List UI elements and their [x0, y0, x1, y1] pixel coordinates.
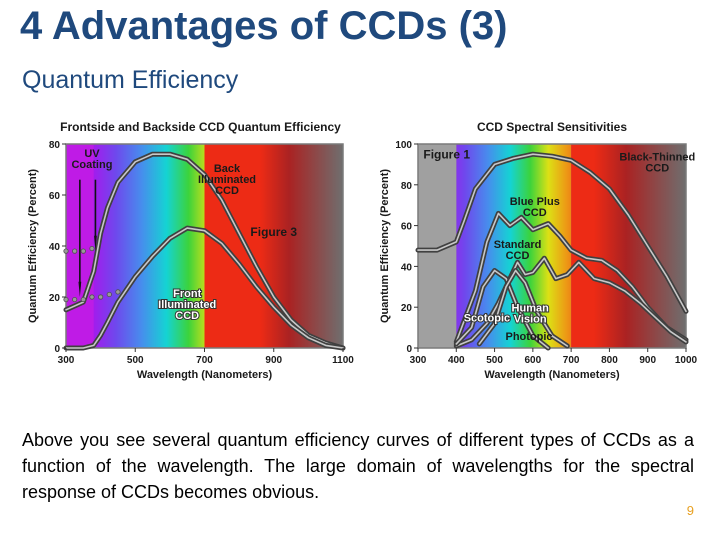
x-tick-label: 400 — [448, 355, 465, 366]
page-number: 9 — [686, 503, 694, 518]
blue-plus-label: Blue Plus — [510, 196, 560, 208]
x-tick-label: 900 — [265, 355, 282, 366]
y-tick-label: 20 — [401, 303, 413, 314]
uv-coating-point — [80, 248, 86, 254]
scotopic-label: Scotopic — [464, 312, 510, 324]
slide-title: 4 Advantages of CCDs (3) — [20, 4, 508, 48]
standard-ccd-label: Standard — [494, 239, 542, 251]
black-thinned-label: CCD — [645, 162, 669, 174]
uv-coating-point — [63, 296, 69, 303]
y-tick-label: 0 — [54, 344, 60, 355]
y-tick-label: 20 — [49, 293, 61, 304]
x-tick-label: 300 — [58, 355, 75, 366]
chart-title: Frontside and Backside CCD Quantum Effic… — [60, 120, 341, 134]
human-vision-label: Human — [512, 302, 550, 314]
slide-subtitle: Quantum Efficiency — [22, 66, 239, 94]
x-tick-label: 800 — [601, 355, 618, 366]
human-vision-label: Vision — [514, 313, 547, 325]
uv-coating-point — [98, 294, 104, 300]
figure-label: Figure 3 — [250, 225, 297, 239]
x-tick-label: 1000 — [675, 355, 698, 366]
y-tick-label: 80 — [49, 140, 61, 151]
back-illuminated-label: Back — [214, 163, 241, 175]
x-tick-label: 700 — [196, 355, 213, 366]
back-illuminated-ccd-line-highlight — [65, 153, 344, 349]
front-illuminated-label: Illuminated — [158, 299, 216, 311]
black-thinned-ccd-line-highlight — [417, 153, 687, 313]
chart-spectral-sensitivities: 0 20 40 60 80 100 300 400 500 600 700 800 900 1000 CCD… — [379, 120, 698, 381]
x-tick-label: 900 — [639, 355, 656, 366]
chart-title: CCD Spectral Sensitivities — [477, 120, 627, 134]
y-tick-label: 0 — [406, 344, 412, 355]
uv-arrow-1-head — [78, 281, 82, 297]
black-thinned-label: Black-Thinned — [619, 151, 695, 163]
back-illuminated-label: CCD — [215, 185, 239, 197]
figure-label: Figure 1 — [423, 147, 470, 161]
x-tick-label: 700 — [563, 355, 580, 366]
y-axis-label: Quantum Efficiency (Percent) — [27, 169, 39, 323]
uv-coating-label: UV — [84, 148, 100, 160]
chart-frontside-backside: 0 20 40 60 80 300 500 700 900 1100 Frontside and B… — [27, 120, 354, 381]
scotopic-line-highlight — [455, 269, 550, 349]
plot-frame — [417, 143, 687, 349]
y-tick-label: 40 — [401, 262, 413, 273]
x-axis-label: Wavelength (Nanometers) — [484, 369, 620, 381]
front-illuminated-ccd-line-highlight — [65, 227, 344, 349]
blue-plus-label: CCD — [523, 207, 547, 219]
uv-coating-point — [89, 245, 95, 252]
y-tick-label: 80 — [401, 181, 413, 192]
standard-ccd-label: CCD — [506, 250, 530, 262]
uv-coating-point — [106, 291, 112, 298]
y-tick-label: 60 — [49, 191, 61, 202]
blue-plus-ccd-line-highlight — [455, 212, 687, 343]
y-axis-label: Quantum Efficiency (Percent) — [379, 169, 391, 323]
body-paragraph: Above you see several quantum efficiency… — [22, 430, 694, 502]
uv-coating-point — [63, 248, 69, 254]
uv-coating-point — [72, 296, 78, 303]
infrared-band — [571, 144, 686, 348]
infrared-band — [204, 144, 343, 348]
y-tick-label: 100 — [395, 140, 412, 151]
uv-coating-point — [80, 296, 86, 303]
x-tick-label: 500 — [486, 355, 503, 366]
figure-container: 0 20 40 60 80 300 500 700 900 1100 Frontside and B… — [24, 112, 700, 390]
human-vision-photopic-line-highlight — [478, 269, 569, 347]
uv-arrow-2-head — [94, 235, 97, 252]
x-tick-label: 300 — [410, 355, 427, 366]
back-illuminated-label: Illuminated — [198, 174, 256, 186]
y-tick-label: 60 — [401, 222, 413, 233]
uv-coating-label: Coating — [71, 159, 112, 171]
x-tick-label: 600 — [525, 355, 542, 366]
y-tick-label: 40 — [49, 242, 61, 253]
photopic-label: Photopic — [505, 331, 552, 343]
front-illuminated-label: CCD — [175, 310, 199, 322]
qe-figure: 0 20 40 60 80 300 500 700 900 1100 Frontside and B… — [27, 120, 698, 381]
x-tick-label: 500 — [127, 355, 144, 366]
uv-coating-point — [72, 248, 78, 254]
x-tick-label: 1100 — [332, 355, 354, 366]
x-axis-label: Wavelength (Nanometers) — [137, 369, 273, 381]
uv-coating-point — [115, 289, 121, 295]
uv-coating-point — [89, 294, 95, 300]
front-illuminated-label: Front — [173, 288, 201, 300]
